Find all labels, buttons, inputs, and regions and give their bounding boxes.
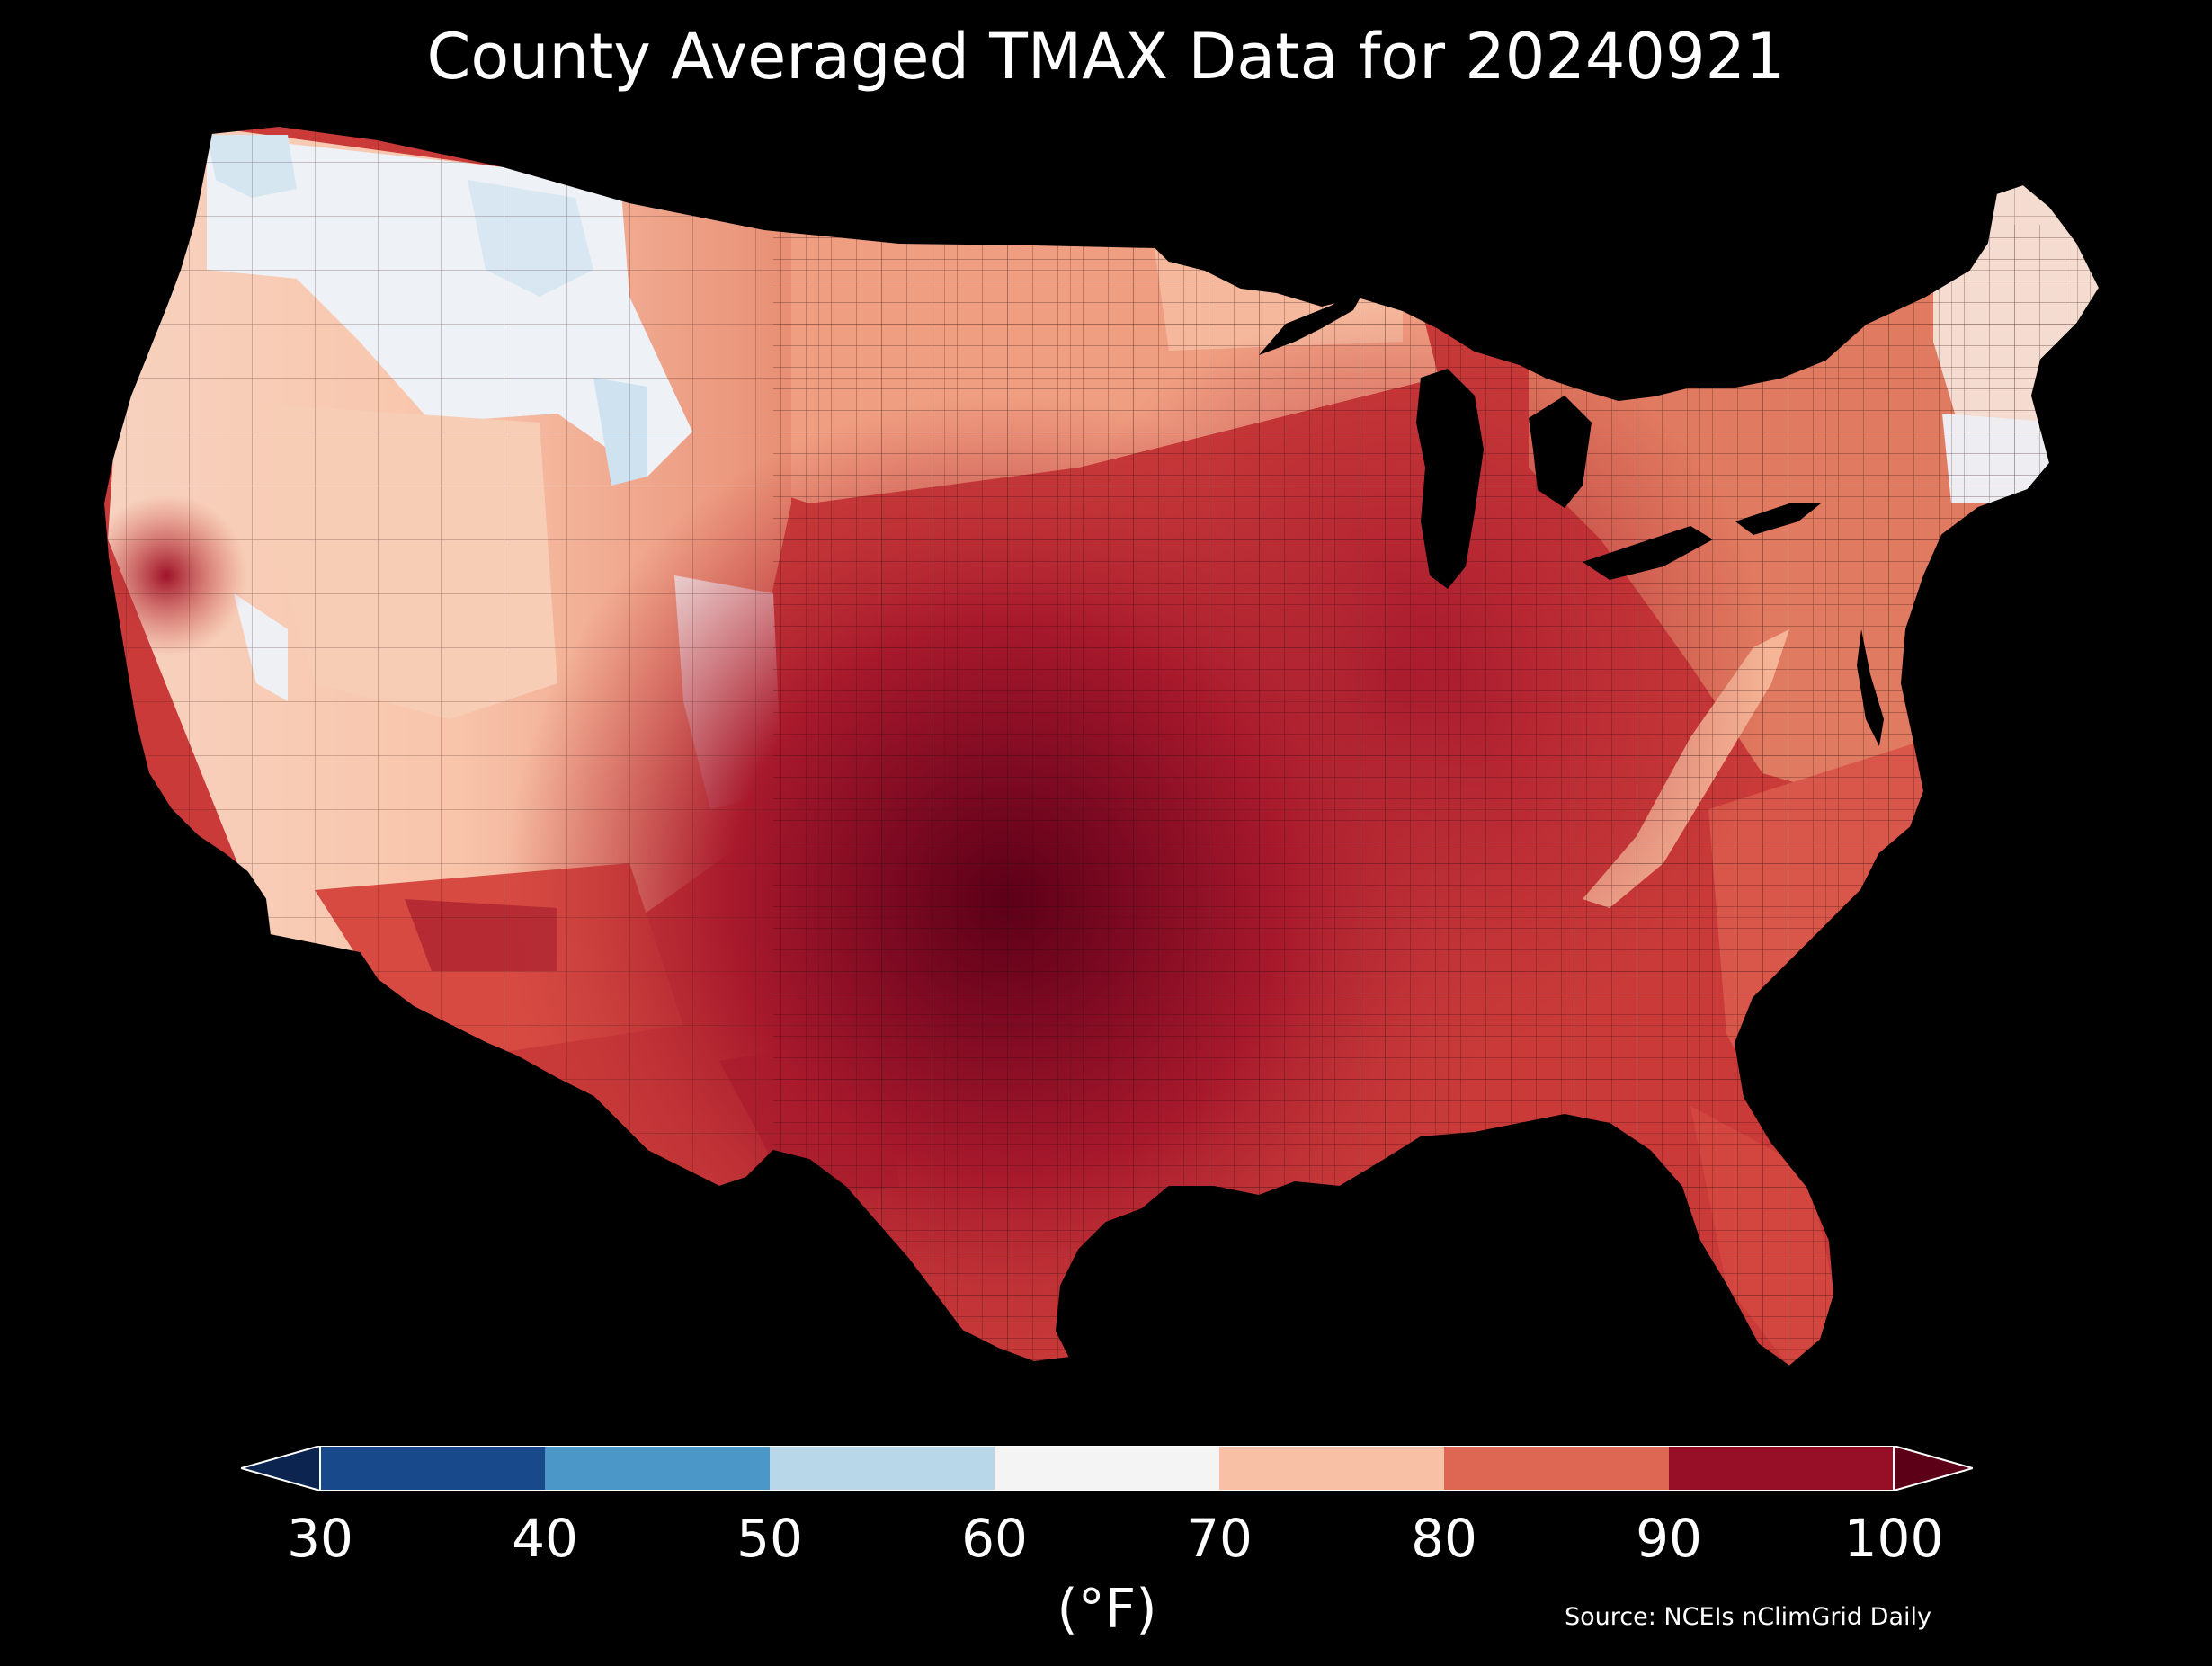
us-county-map: [103, 125, 2101, 1368]
colorbar-bin-80-90: [1444, 1446, 1670, 1491]
choropleth-map: [103, 125, 2101, 1368]
colorbar: [241, 1446, 1973, 1491]
colorbar-tick-label: 80: [1411, 1508, 1477, 1569]
colorbar-tick-label: 60: [961, 1508, 1028, 1569]
colorbar-bin-40-50: [545, 1446, 771, 1491]
source-note: Source: NCEIs nClimGrid Daily: [1565, 1603, 1931, 1631]
colorbar-tick-label: 50: [736, 1508, 803, 1569]
colorbar-bin-70-80: [1219, 1446, 1445, 1491]
colorbar-bin-60-70: [995, 1446, 1220, 1491]
colorbar-bin-30-40: [320, 1446, 546, 1491]
colorbar-tick-label: 40: [512, 1508, 578, 1569]
colorbar-frame: [319, 1446, 1895, 1491]
colorbar-tick-label: 90: [1636, 1508, 1702, 1569]
colorbar-tick-label: 70: [1186, 1508, 1253, 1569]
colorbar-over-triangle: [1893, 1446, 1973, 1491]
colorbar-bin-90-100: [1669, 1446, 1895, 1491]
colorbar-under-triangle: [241, 1446, 321, 1491]
colorbar-tick-label: 30: [287, 1508, 353, 1569]
colorbar-unit-label: (°F): [1057, 1578, 1157, 1641]
colorbar-bin-50-60: [770, 1446, 995, 1491]
colorbar-bins: [320, 1446, 1895, 1491]
map-title: County Averaged TMAX Data for 20240921: [426, 20, 1786, 94]
great-lakes: [1259, 286, 1884, 746]
colorbar-tick-label: 100: [1843, 1508, 1944, 1569]
